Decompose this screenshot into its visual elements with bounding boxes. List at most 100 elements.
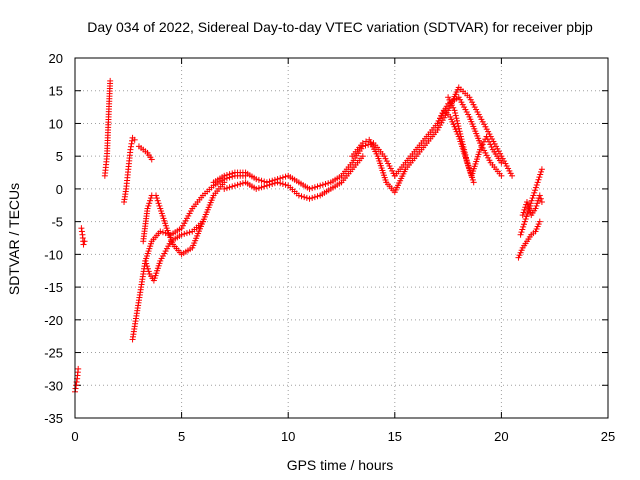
data-point	[274, 179, 281, 186]
data-point	[226, 184, 233, 191]
data-point	[486, 138, 493, 145]
x-tick-label: 25	[601, 429, 615, 444]
data-point	[157, 228, 164, 235]
data-point	[277, 180, 284, 187]
data-point	[237, 181, 244, 187]
data-point	[452, 109, 459, 116]
data-point	[159, 229, 166, 236]
data-point	[128, 140, 135, 147]
data-point	[223, 185, 230, 192]
data-point	[317, 182, 324, 189]
data-point	[221, 185, 228, 192]
data-point	[479, 141, 486, 148]
data-point	[460, 144, 467, 151]
data-point	[148, 156, 155, 163]
data-point	[153, 192, 160, 199]
data-point	[154, 197, 161, 204]
data-point	[528, 197, 535, 204]
data-point	[532, 184, 539, 191]
y-tick-label: -35	[44, 411, 63, 426]
data-point	[517, 231, 524, 238]
data-point	[359, 140, 366, 147]
data-point	[282, 181, 289, 188]
data-point	[484, 136, 491, 143]
data-point	[530, 192, 537, 199]
data-point	[127, 146, 134, 153]
data-point	[480, 138, 487, 145]
data-point	[520, 221, 527, 228]
data-point	[127, 143, 134, 150]
y-tick-label: 0	[56, 182, 63, 197]
data-point	[301, 194, 308, 201]
data-point	[470, 179, 477, 186]
data-point	[523, 199, 530, 205]
data-point	[454, 120, 461, 127]
data-point	[279, 181, 286, 187]
data-point	[258, 177, 265, 184]
data-point	[535, 176, 542, 183]
data-point	[529, 195, 536, 202]
data-point	[536, 174, 543, 181]
data-point	[359, 153, 366, 160]
data-point	[518, 229, 525, 236]
data-point	[147, 197, 154, 204]
data-point	[521, 218, 528, 225]
ticks: 0 5 10 15 20 25 -35 -30 -25 -20 -15 -10 -5 0 5 10 15 20	[44, 51, 615, 444]
data-point	[461, 146, 468, 153]
data-point	[457, 133, 464, 140]
data-point	[73, 379, 80, 385]
chart-title: Day 034 of 2022, Sidereal Day-to-day VTE…	[87, 19, 593, 35]
data-point	[527, 200, 534, 207]
data-point	[462, 151, 469, 158]
data-point	[524, 210, 531, 217]
data-point	[463, 154, 470, 161]
data-point	[271, 180, 278, 187]
data-point	[520, 209, 527, 216]
data-point	[181, 230, 188, 237]
data-point	[303, 194, 310, 201]
data-point	[143, 260, 150, 267]
data-point	[536, 218, 543, 225]
data-point	[199, 218, 206, 225]
data-point	[448, 102, 455, 109]
x-tick-label: 10	[281, 429, 295, 444]
y-tick-label: 15	[49, 84, 63, 99]
data-point	[145, 202, 152, 209]
data-point	[446, 96, 453, 103]
data-point	[279, 174, 286, 181]
data-point	[435, 117, 442, 124]
data-point	[452, 112, 459, 119]
data-point	[454, 117, 461, 124]
data-point	[509, 172, 516, 179]
data-point	[75, 365, 82, 372]
data-point	[258, 184, 265, 191]
data-point	[229, 170, 236, 177]
data-point	[144, 263, 151, 270]
data-point	[438, 112, 445, 119]
data-point	[363, 138, 370, 145]
data-point	[255, 185, 262, 192]
y-tick-label: -30	[44, 378, 63, 393]
data-point	[450, 104, 457, 111]
y-tick-label: -10	[44, 247, 63, 262]
data-point	[306, 185, 313, 192]
data-point	[520, 223, 527, 230]
data-point	[458, 136, 465, 143]
data-point	[455, 123, 462, 130]
data-point	[178, 231, 185, 238]
data-point	[231, 182, 238, 189]
data-point	[524, 201, 531, 208]
data-point	[534, 200, 541, 207]
data-point	[519, 212, 526, 219]
data-point	[253, 176, 260, 183]
data-point	[483, 133, 490, 140]
data-point	[145, 268, 152, 275]
data-point	[221, 179, 228, 186]
x-axis-title: GPS time / hours	[287, 457, 394, 473]
data-point	[498, 159, 505, 166]
data-point	[131, 136, 138, 143]
data-point	[538, 166, 545, 173]
data-point	[153, 195, 160, 202]
data-point	[155, 200, 162, 207]
data-point	[311, 194, 318, 201]
